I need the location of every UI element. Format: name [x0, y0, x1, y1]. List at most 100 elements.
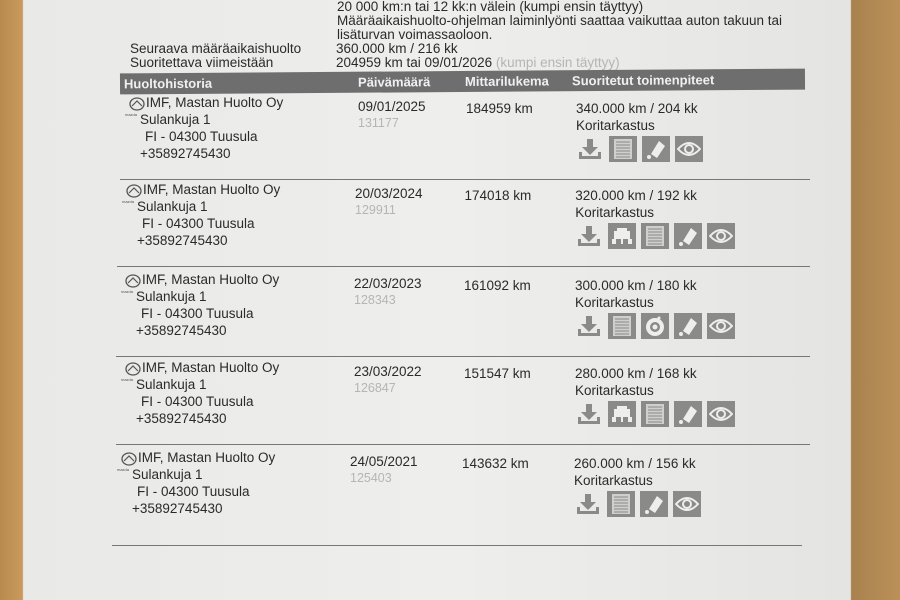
download-icon[interactable]	[575, 313, 603, 339]
odometer: 143632 km	[462, 456, 529, 471]
next-service-value: 360.000 km / 216 kk	[336, 41, 458, 56]
service-ref: 126847	[354, 381, 396, 395]
intro-line-1: Määräaikaishuolto-ohjelman laiminlyönti …	[337, 13, 783, 28]
due-label: Suoritettava viimeistään	[130, 55, 274, 70]
workshop-phone: +35892745430	[136, 411, 227, 426]
workshop-street: Sulankuja 1	[140, 112, 211, 127]
row-divider	[117, 266, 810, 267]
workshop-phone: +35892745430	[140, 146, 231, 161]
table-row: mazda IMF, Mastan Huolto Oy Sulankuja 1 …	[0, 359, 900, 447]
workshop-city: FI - 04300 Tuusula	[142, 216, 255, 231]
workshop-phone: +35892745430	[136, 323, 227, 338]
eye-icon[interactable]	[707, 401, 735, 427]
header-history: Huoltohistoria	[123, 75, 213, 92]
extra-service: Koritarkastus	[575, 205, 655, 220]
oil-can-icon[interactable]	[642, 136, 670, 162]
mazda-logo-icon	[121, 452, 137, 468]
service-date: 09/01/2025	[358, 99, 426, 114]
mazda-wordmark: mazda	[125, 112, 138, 117]
due-value: 204959 km tai 09/01/2026	[336, 55, 493, 70]
mazda-wordmark: mazda	[122, 199, 135, 204]
service-interval: 320.000 km / 192 kk	[575, 188, 697, 203]
document-icon[interactable]	[608, 313, 636, 339]
workshop-name: IMF, Mastan Huolto Oy	[138, 450, 276, 465]
workshop-street: Sulankuja 1	[132, 467, 203, 482]
odometer: 184959 km	[466, 101, 533, 116]
mazda-logo-icon	[126, 184, 142, 200]
workshop-street: Sulankuja 1	[137, 199, 208, 214]
eye-icon[interactable]	[707, 313, 735, 339]
service-ref: 131177	[358, 116, 399, 130]
eye-icon[interactable]	[673, 491, 701, 517]
oil-can-icon[interactable]	[674, 313, 702, 339]
service-icons	[574, 491, 701, 517]
service-interval: 300.000 km / 180 kk	[575, 278, 697, 293]
odometer: 161092 km	[464, 278, 531, 293]
download-icon[interactable]	[576, 136, 604, 162]
mazda-wordmark: mazda	[117, 467, 130, 472]
document-icon[interactable]	[641, 223, 670, 249]
extra-service: Koritarkastus	[574, 473, 653, 488]
header-odometer: Mittarilukema	[464, 73, 549, 89]
service-icons	[575, 223, 736, 249]
service-date: 22/03/2023	[354, 276, 422, 291]
service-interval: 260.000 km / 156 kk	[574, 456, 696, 471]
download-icon[interactable]	[575, 401, 603, 427]
table-row: mazda IMF, Mastan Huolto Oy Sulankuja 1 …	[0, 94, 900, 182]
workshop-street: Sulankuja 1	[136, 377, 207, 392]
header-services: Suoritetut toimenpiteet	[571, 72, 715, 89]
workshop-city: FI - 04300 Tuusula	[141, 394, 254, 409]
row-divider	[120, 179, 810, 180]
table-row: mazda IMF, Mastan Huolto Oy Sulankuja 1 …	[0, 181, 900, 269]
service-icons	[575, 401, 735, 427]
row-divider	[112, 545, 802, 546]
brake-disc-icon[interactable]	[641, 313, 669, 339]
workshop-name: IMF, Mastan Huolto Oy	[146, 95, 284, 110]
workshop-phone: +35892745430	[132, 501, 223, 516]
oil-can-icon[interactable]	[640, 491, 668, 517]
extra-service: Koritarkastus	[575, 295, 654, 310]
workshop-city: FI - 04300 Tuusula	[137, 484, 250, 499]
mazda-wordmark: mazda	[121, 377, 134, 382]
service-ref: 125403	[350, 471, 392, 485]
workshop-city: FI - 04300 Tuusula	[141, 306, 254, 321]
workshop-name: IMF, Mastan Huolto Oy	[142, 360, 280, 375]
table-row: mazda IMF, Mastan Huolto Oy Sulankuja 1 …	[0, 271, 900, 359]
eye-icon[interactable]	[707, 223, 736, 249]
workshop-name: IMF, Mastan Huolto Oy	[142, 272, 280, 287]
workshop-city: FI - 04300 Tuusula	[145, 129, 258, 144]
service-interval: 340.000 km / 204 kk	[576, 101, 698, 116]
service-interval: 280.000 km / 168 kk	[575, 366, 697, 381]
service-date: 24/05/2021	[350, 454, 418, 469]
document-icon[interactable]	[607, 491, 635, 517]
odometer: 151547 km	[464, 366, 531, 381]
car-lift-icon[interactable]	[608, 401, 636, 427]
service-date: 23/03/2022	[354, 364, 422, 379]
due-note: (kumpi ensin täyttyy)	[495, 55, 620, 70]
intro-line-2: lisäturvan voimassaoloon.	[337, 27, 493, 42]
intro-line-0: 20 000 km:n tai 12 kk:n välein (kumpi en…	[337, 0, 644, 14]
document-icon[interactable]	[609, 136, 637, 162]
download-icon[interactable]	[574, 491, 602, 517]
service-ref: 128343	[354, 293, 396, 307]
oil-can-icon[interactable]	[674, 223, 703, 249]
next-service-label: Seuraava määräaikaishuolto	[130, 41, 302, 56]
oil-can-icon[interactable]	[674, 401, 702, 427]
car-lift-icon[interactable]	[608, 223, 637, 249]
mazda-logo-icon	[129, 97, 145, 113]
workshop-street: Sulankuja 1	[136, 289, 207, 304]
document-icon[interactable]	[641, 401, 669, 427]
service-date: 20/03/2024	[355, 186, 423, 201]
download-icon[interactable]	[575, 223, 603, 249]
workshop-name: IMF, Mastan Huolto Oy	[143, 182, 281, 197]
workshop-phone: +35892745430	[137, 233, 228, 248]
row-divider	[116, 444, 810, 445]
eye-icon[interactable]	[675, 136, 703, 162]
service-icons	[575, 313, 735, 339]
extra-service: Koritarkastus	[576, 118, 655, 133]
mazda-logo-icon	[125, 362, 141, 378]
service-ref: 129911	[355, 203, 396, 217]
mazda-logo-icon	[125, 274, 141, 290]
row-divider	[116, 356, 810, 357]
extra-service: Koritarkastus	[575, 383, 654, 398]
